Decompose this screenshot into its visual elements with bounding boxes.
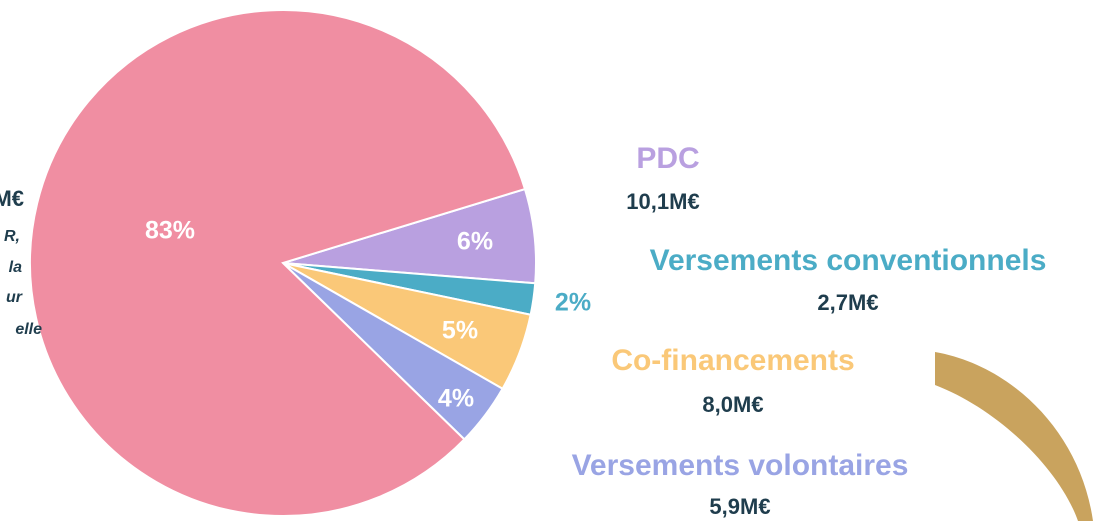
cut-label: M€ bbox=[0, 186, 24, 211]
legend-name: Co-financements bbox=[611, 344, 854, 377]
percent-label: 83% bbox=[145, 217, 195, 245]
cut-label: la bbox=[9, 259, 22, 276]
pie-slice bbox=[29, 9, 527, 517]
percent-label: 2% bbox=[555, 289, 591, 317]
legend-name: PDC bbox=[636, 142, 699, 175]
legend-amount: 5,9M€ bbox=[709, 494, 770, 519]
legend-amount: 8,0M€ bbox=[702, 392, 763, 417]
percent-label: 5% bbox=[442, 317, 478, 345]
legend-amount: 10,1M€ bbox=[626, 189, 699, 214]
percent-label: 6% bbox=[457, 228, 493, 256]
cut-label: ur bbox=[6, 289, 23, 306]
legend-amount: 2,7M€ bbox=[817, 290, 878, 315]
cut-label: elle bbox=[15, 321, 42, 338]
decorative-arrow bbox=[935, 352, 1093, 521]
legend-name: Versements volontaires bbox=[572, 449, 909, 482]
percent-label: 4% bbox=[438, 385, 474, 413]
cut-label: R, bbox=[4, 228, 20, 245]
legend-name: Versements conventionnels bbox=[650, 244, 1047, 277]
